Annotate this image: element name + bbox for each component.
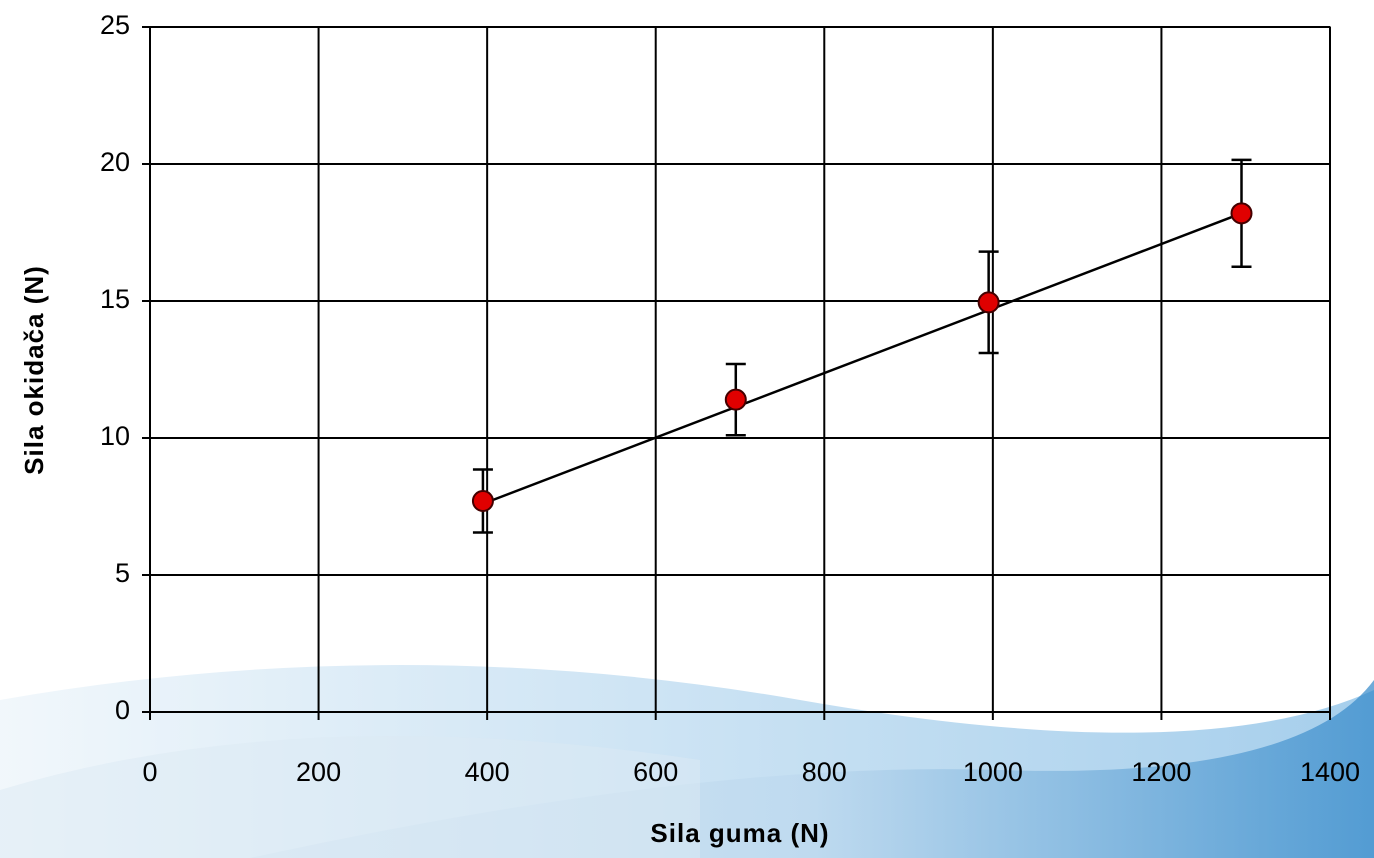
y-tick-label: 20 <box>100 147 130 177</box>
x-tick-label: 1200 <box>1131 757 1191 787</box>
plot-border <box>149 26 1331 713</box>
y-tick-label: 15 <box>100 284 130 314</box>
data-point <box>724 388 747 411</box>
x-tick-label: 1400 <box>1300 757 1360 787</box>
y-tick-label: 0 <box>115 695 130 725</box>
y-tick-label: 10 <box>100 421 130 451</box>
data-point <box>1230 202 1253 225</box>
x-tick-label: 1000 <box>963 757 1023 787</box>
x-tick-label: 200 <box>296 757 341 787</box>
y-axis-title: Sila okidača (N) <box>19 265 49 475</box>
y-tick-label: 25 <box>100 10 130 40</box>
x-axis-title: Sila guma (N) <box>650 818 829 848</box>
y-tick-label: 5 <box>115 558 130 588</box>
x-tick-label: 400 <box>465 757 510 787</box>
x-tick-label: 0 <box>142 757 157 787</box>
x-tick-label: 800 <box>802 757 847 787</box>
data-point <box>471 490 494 513</box>
background-wave <box>0 736 700 858</box>
fit-line <box>482 212 1242 505</box>
x-tick-label: 600 <box>633 757 678 787</box>
data-point <box>977 291 1000 314</box>
